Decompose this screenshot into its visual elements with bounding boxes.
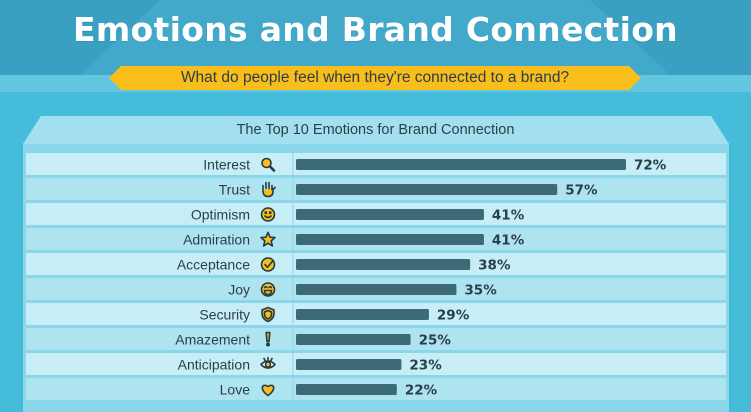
value-label: 35% [464,283,497,299]
bar [296,284,457,295]
bar [296,234,484,245]
category-label: Optimism [191,207,250,223]
value-label: 25% [419,333,452,349]
page-title: Emotions and Brand Connection [73,10,678,49]
star-icon [260,231,276,247]
value-label: 72% [634,158,667,174]
exclamation-icon [265,331,271,347]
subtitle-ribbon: What do people feel when they're connect… [109,66,641,90]
bar [296,259,471,270]
heart-icon [261,384,275,397]
category-label: Trust [219,182,250,198]
chart-title: The Top 10 Emotions for Brand Connection [236,122,515,138]
category-label: Joy [228,282,250,298]
smiley-icon [260,207,276,222]
value-label: 22% [405,383,438,399]
category-label: Acceptance [177,257,250,273]
value-label: 29% [437,308,470,324]
bar [296,334,411,345]
category-label: Admiration [183,232,250,248]
value-label: 41% [492,208,525,224]
category-label: Interest [203,157,250,173]
eye-icon [260,356,276,369]
shield-icon [261,306,275,323]
page-subtitle: What do people feel when they're connect… [180,69,570,86]
bar [296,209,484,220]
category-label: Anticipation [178,357,250,373]
value-label: 57% [565,183,598,199]
bar [296,309,429,320]
magnifier-icon [261,157,276,172]
bar [296,159,626,170]
bar [296,184,558,195]
hand-icon [262,181,276,198]
value-label: 38% [478,258,511,274]
laughing-face-icon [260,282,276,297]
bar [296,359,402,370]
bar [296,384,397,395]
category-label: Security [199,307,250,323]
value-label: 23% [409,358,442,374]
value-label: 41% [492,233,525,249]
category-label: Love [220,382,251,398]
category-label: Amazement [175,332,250,348]
checkmark-circle-icon [260,257,276,272]
